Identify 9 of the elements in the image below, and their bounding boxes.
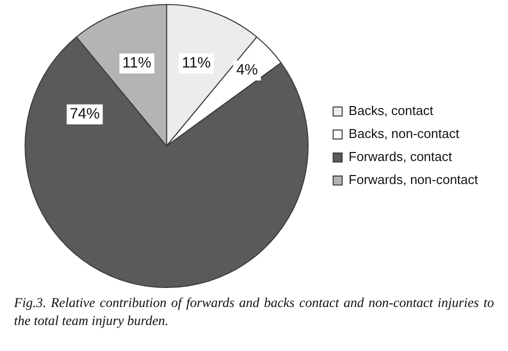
data-label: 74% <box>70 106 100 123</box>
data-label: 11% <box>122 54 152 72</box>
caption: Fig.3. Relative contribution of forwards and backs contact and non-contact injuries to the total team injury burden. <box>14 294 494 330</box>
legend-label: Backs, non-contact <box>348 126 460 142</box>
legend-label: Forwards, contact <box>348 149 452 164</box>
data-label: 4% <box>236 62 258 79</box>
legend-label: Forwards, non-contact <box>348 172 478 188</box>
legend-label: Backs, contact <box>348 103 434 118</box>
data-label: 11% <box>182 54 211 72</box>
